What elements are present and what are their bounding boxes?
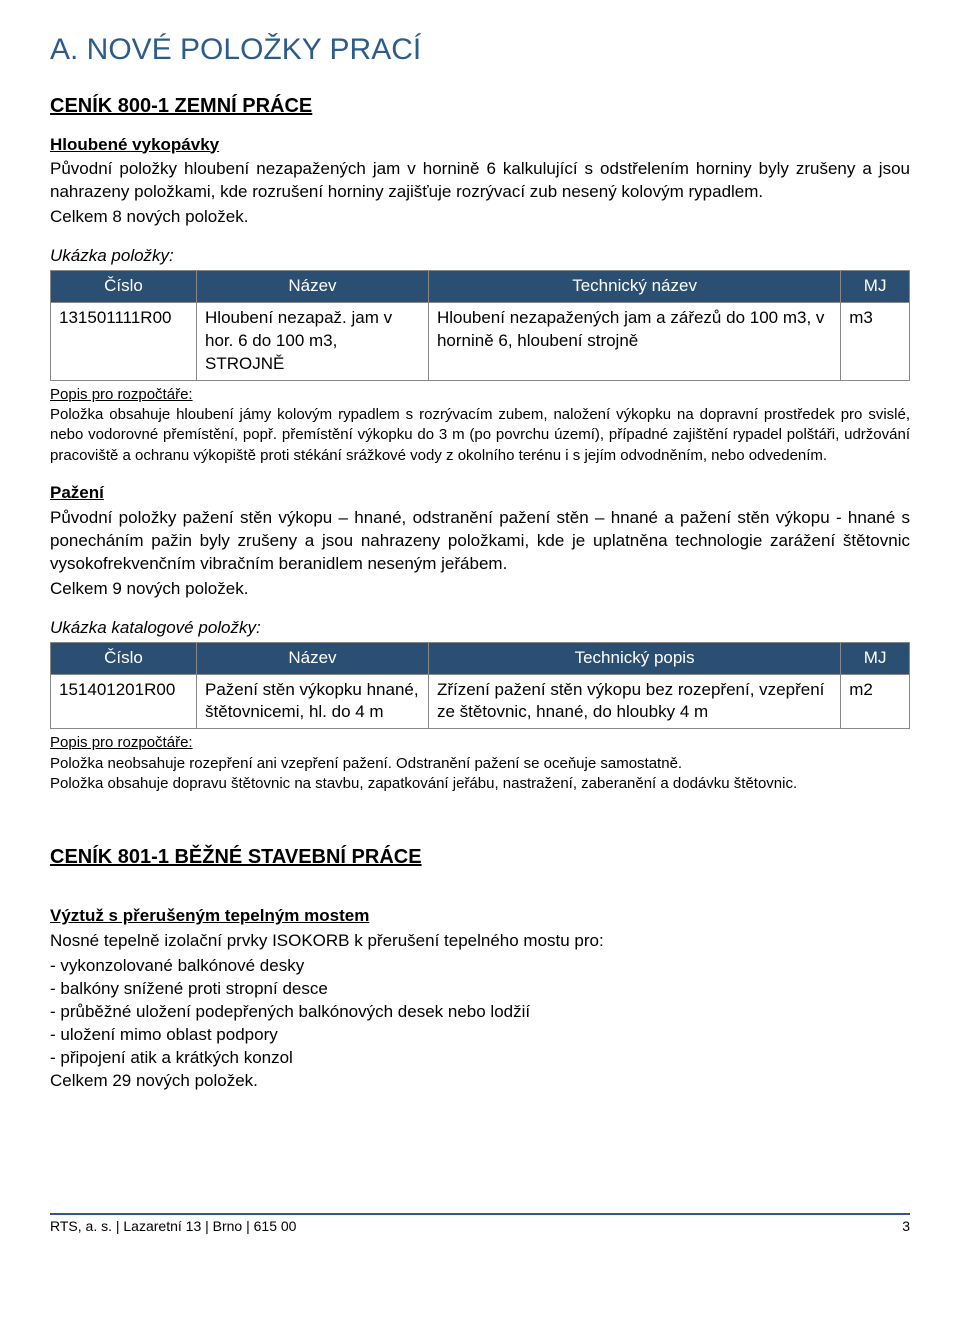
th-technicky: Technický popis: [428, 642, 840, 674]
list-item: - uložení mimo oblast podpory: [50, 1024, 910, 1047]
page-number: 3: [902, 1217, 910, 1236]
popis-label-1: Popis pro rozpočtáře:: [50, 385, 910, 405]
cell-tech: Hloubení nezapažených jam a zářezů do 10…: [428, 303, 840, 381]
pazeni-intro: Původní položky pažení stěn výkopu – hna…: [50, 507, 910, 576]
cell-mj: m3: [841, 303, 910, 381]
hloubene-title: Hloubené vykopávky: [50, 134, 910, 157]
th-technicky: Technický název: [428, 271, 840, 303]
hloubene-count: Celkem 8 nových položek.: [50, 206, 910, 229]
footer: RTS, a. s. | Lazaretní 13 | Brno | 615 0…: [50, 1213, 910, 1236]
cell-name: Pažení stěn výkopku hnané, štětovnicemi,…: [197, 674, 429, 729]
cell-name: Hloubení nezapaž. jam v hor. 6 do 100 m3…: [197, 303, 429, 381]
popis-text-2b: Položka obsahuje dopravu štětovnic na st…: [50, 774, 910, 794]
table-pazeni: Číslo Název Technický popis MJ 151401201…: [50, 642, 910, 730]
cell-num: 151401201R00: [51, 674, 197, 729]
list-item: - vykonzolované balkónové desky: [50, 955, 910, 978]
list-item: - balkóny snížené proti stropní desce: [50, 978, 910, 1001]
cenik-800-heading: CENÍK 800-1 ZEMNÍ PRÁCE: [50, 93, 910, 120]
footer-divider: [50, 1213, 910, 1215]
cell-tech: Zřízení pažení stěn výkopu bez rozepření…: [428, 674, 840, 729]
th-mj: MJ: [841, 271, 910, 303]
th-cislo: Číslo: [51, 642, 197, 674]
cell-mj: m2: [841, 674, 910, 729]
popis-text-1: Položka obsahuje hloubení jámy kolovým r…: [50, 405, 910, 466]
popis-text-2a: Položka neobsahuje rozepření ani vzepřen…: [50, 754, 910, 774]
table-row: 131501111R00 Hloubení nezapaž. jam v hor…: [51, 303, 910, 381]
th-mj: MJ: [841, 642, 910, 674]
cenik-801-heading: CENÍK 801-1 BĚŽNÉ STAVEBNÍ PRÁCE: [50, 844, 910, 871]
vyztuz-intro: Nosné tepelně izolační prvky ISOKORB k p…: [50, 930, 910, 953]
vyztuz-count: Celkem 29 nových položek.: [50, 1070, 910, 1093]
page-title: A. NOVÉ POLOŽKY PRACÍ: [50, 30, 910, 71]
th-nazev: Název: [197, 642, 429, 674]
th-nazev: Název: [197, 271, 429, 303]
example-label-2: Ukázka katalogové položky:: [50, 617, 910, 640]
table-row: 151401201R00 Pažení stěn výkopku hnané, …: [51, 674, 910, 729]
table-hloubeni: Číslo Název Technický název MJ 131501111…: [50, 270, 910, 381]
list-item: - připojení atik a krátkých konzol: [50, 1047, 910, 1070]
footer-left: RTS, a. s. | Lazaretní 13 | Brno | 615 0…: [50, 1217, 296, 1236]
pazeni-title: Pažení: [50, 482, 910, 505]
vyztuz-title: Výztuž s přerušeným tepelným mostem: [50, 905, 910, 928]
cell-num: 131501111R00: [51, 303, 197, 381]
pazeni-count: Celkem 9 nových položek.: [50, 578, 910, 601]
hloubene-intro: Původní položky hloubení nezapažených ja…: [50, 158, 910, 204]
example-label-1: Ukázka položky:: [50, 245, 910, 268]
popis-label-2: Popis pro rozpočtáře:: [50, 733, 910, 753]
th-cislo: Číslo: [51, 271, 197, 303]
list-item: - průběžné uložení podepřených balkónový…: [50, 1001, 910, 1024]
